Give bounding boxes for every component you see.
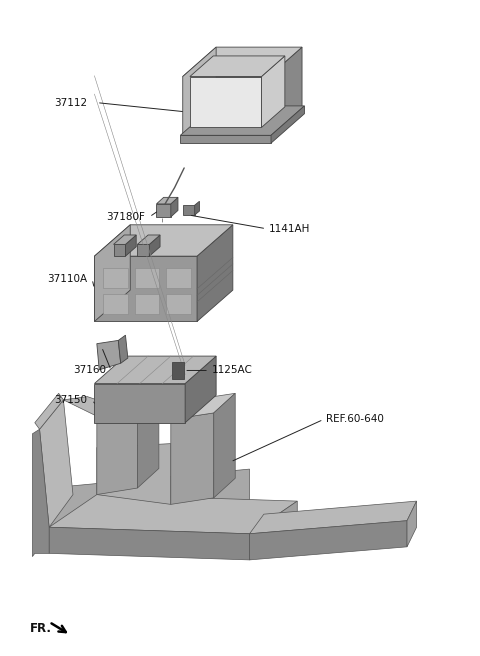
- Polygon shape: [97, 409, 137, 495]
- Polygon shape: [39, 400, 73, 527]
- Polygon shape: [97, 443, 171, 504]
- Polygon shape: [49, 469, 250, 534]
- Polygon shape: [118, 335, 128, 363]
- Polygon shape: [114, 245, 125, 256]
- Polygon shape: [271, 106, 304, 143]
- Polygon shape: [269, 47, 302, 135]
- Polygon shape: [166, 268, 191, 287]
- Polygon shape: [63, 397, 125, 416]
- Text: 1125AC: 1125AC: [211, 365, 252, 375]
- Text: 37110A: 37110A: [47, 274, 87, 284]
- Text: FR.: FR.: [30, 622, 52, 635]
- Polygon shape: [49, 495, 297, 534]
- Polygon shape: [33, 429, 49, 557]
- Polygon shape: [103, 268, 128, 287]
- Polygon shape: [171, 197, 178, 217]
- Polygon shape: [137, 235, 160, 245]
- Polygon shape: [197, 225, 233, 321]
- Text: 37112: 37112: [54, 98, 87, 108]
- Polygon shape: [97, 390, 159, 416]
- Polygon shape: [134, 294, 159, 314]
- Polygon shape: [156, 197, 178, 204]
- Polygon shape: [95, 225, 233, 256]
- Polygon shape: [195, 201, 199, 215]
- Polygon shape: [250, 501, 297, 560]
- Polygon shape: [183, 77, 269, 135]
- Polygon shape: [95, 225, 130, 321]
- Polygon shape: [180, 135, 271, 143]
- Polygon shape: [250, 501, 417, 534]
- Polygon shape: [137, 390, 159, 488]
- Text: 1141AH: 1141AH: [269, 224, 310, 234]
- Polygon shape: [262, 56, 285, 127]
- Polygon shape: [95, 384, 185, 422]
- Polygon shape: [114, 235, 136, 245]
- Polygon shape: [190, 77, 262, 127]
- Polygon shape: [149, 235, 160, 256]
- Polygon shape: [35, 394, 63, 429]
- Polygon shape: [137, 245, 149, 256]
- Polygon shape: [183, 47, 216, 135]
- Polygon shape: [250, 521, 407, 560]
- Text: 37150: 37150: [54, 395, 87, 405]
- Polygon shape: [95, 356, 216, 384]
- Polygon shape: [172, 362, 184, 379]
- Polygon shape: [166, 294, 191, 314]
- Polygon shape: [95, 256, 197, 321]
- Polygon shape: [134, 268, 159, 287]
- Polygon shape: [103, 294, 128, 314]
- Polygon shape: [49, 527, 250, 560]
- Polygon shape: [183, 47, 302, 77]
- Polygon shape: [97, 340, 120, 370]
- Text: 37180F: 37180F: [106, 212, 144, 222]
- Polygon shape: [180, 106, 304, 135]
- Polygon shape: [185, 356, 216, 422]
- Polygon shape: [171, 413, 214, 504]
- Polygon shape: [214, 394, 235, 498]
- Polygon shape: [183, 205, 195, 215]
- Polygon shape: [171, 394, 235, 419]
- Polygon shape: [125, 235, 136, 256]
- Text: REF.60-640: REF.60-640: [326, 415, 384, 424]
- Text: 37160: 37160: [73, 365, 107, 375]
- Polygon shape: [190, 56, 285, 77]
- Polygon shape: [156, 204, 171, 217]
- Polygon shape: [407, 501, 417, 547]
